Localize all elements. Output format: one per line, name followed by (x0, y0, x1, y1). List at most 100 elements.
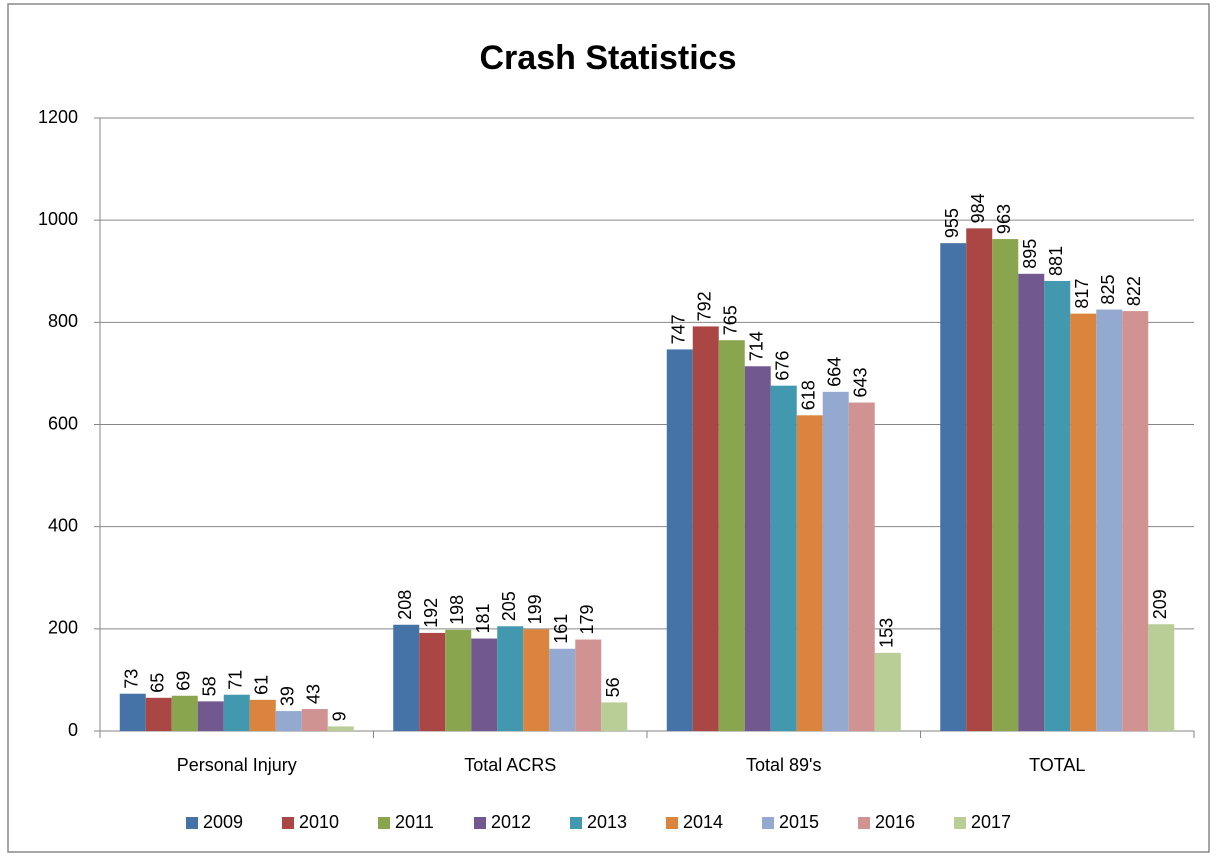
data-label: 822 (1124, 276, 1144, 306)
legend-swatch (954, 817, 966, 829)
data-label: 895 (1020, 239, 1040, 269)
data-label: 161 (551, 614, 571, 644)
bar (197, 701, 224, 731)
legend-swatch (474, 817, 486, 829)
bar (171, 695, 198, 731)
bar (275, 711, 302, 731)
legend-swatch (282, 817, 294, 829)
bar (327, 726, 354, 731)
y-tick-label: 600 (48, 413, 78, 433)
legend-label: 2016 (875, 812, 915, 832)
legend-label: 2013 (587, 812, 627, 832)
data-label: 881 (1046, 246, 1066, 276)
data-label: 153 (877, 618, 897, 648)
bar (822, 391, 849, 731)
bar (301, 709, 328, 731)
data-label: 825 (1098, 275, 1118, 305)
x-tick-label: Personal Injury (177, 755, 297, 775)
data-label: 65 (148, 673, 168, 693)
legend-swatch (186, 817, 198, 829)
data-label: 955 (942, 208, 962, 238)
bar (1122, 311, 1149, 731)
bar (575, 639, 602, 731)
bar (966, 228, 993, 731)
bar (523, 629, 550, 731)
bar (223, 694, 250, 731)
bar (393, 624, 420, 731)
bar (666, 349, 693, 731)
x-tick-label: Total 89's (746, 755, 821, 775)
legend-label: 2017 (971, 812, 1011, 832)
chart-title: Crash Statistics (480, 39, 737, 77)
data-label: 179 (577, 605, 597, 635)
data-label: 817 (1072, 279, 1092, 309)
data-label: 664 (825, 357, 845, 387)
bar (992, 239, 1019, 731)
y-tick-label: 400 (48, 515, 78, 535)
y-tick-label: 0 (68, 720, 78, 740)
bar (718, 340, 745, 731)
legend-swatch (666, 817, 678, 829)
bar (874, 652, 901, 731)
data-label: 43 (304, 684, 324, 704)
legend-label: 2011 (395, 812, 434, 832)
legend-swatch (762, 817, 774, 829)
bar (549, 648, 576, 731)
data-label: 198 (447, 595, 467, 625)
bar (1096, 309, 1123, 731)
legend-label: 2010 (299, 812, 339, 832)
data-label: 9 (330, 711, 350, 721)
data-label: 71 (226, 670, 246, 690)
data-label: 676 (773, 351, 793, 381)
data-label: 792 (695, 291, 715, 321)
data-label: 181 (473, 603, 493, 633)
data-label: 61 (252, 675, 272, 695)
data-label: 618 (799, 380, 819, 410)
bar (249, 699, 276, 731)
legend-label: 2014 (683, 812, 723, 832)
bar (601, 702, 628, 731)
bar (1148, 624, 1175, 731)
bar (1044, 280, 1071, 731)
y-tick-label: 200 (48, 618, 78, 638)
data-label: 39 (278, 686, 298, 706)
legend-swatch (378, 817, 390, 829)
data-label: 208 (395, 590, 415, 620)
data-label: 209 (1150, 589, 1170, 619)
bar (940, 243, 967, 731)
bar (497, 626, 524, 731)
bar (1070, 313, 1097, 731)
legend-swatch (570, 817, 582, 829)
bar (744, 366, 771, 731)
legend-label: 2015 (779, 812, 819, 832)
data-label: 199 (525, 594, 545, 624)
legend-label: 2012 (491, 812, 531, 832)
data-label: 747 (669, 314, 689, 344)
bar (848, 402, 875, 731)
bar (471, 638, 498, 731)
data-label: 205 (499, 591, 519, 621)
bar (1018, 273, 1045, 731)
y-tick-label: 1200 (38, 107, 78, 127)
data-label: 643 (851, 367, 871, 397)
data-label: 192 (421, 598, 441, 628)
bar (119, 693, 146, 731)
data-label: 765 (721, 305, 741, 335)
x-tick-label: Total ACRS (464, 755, 556, 775)
y-tick-label: 800 (48, 311, 78, 331)
x-tick-label: TOTAL (1029, 755, 1085, 775)
data-label: 69 (174, 671, 194, 691)
legend-swatch (858, 817, 870, 829)
legend-label: 2009 (203, 812, 243, 832)
bar (445, 629, 472, 731)
bar (770, 385, 797, 731)
data-label: 714 (747, 331, 767, 361)
bar (419, 632, 446, 731)
bar (796, 415, 823, 731)
y-tick-label: 1000 (38, 209, 78, 229)
data-label: 963 (994, 204, 1014, 234)
data-label: 984 (968, 193, 988, 223)
data-label: 58 (200, 676, 220, 696)
